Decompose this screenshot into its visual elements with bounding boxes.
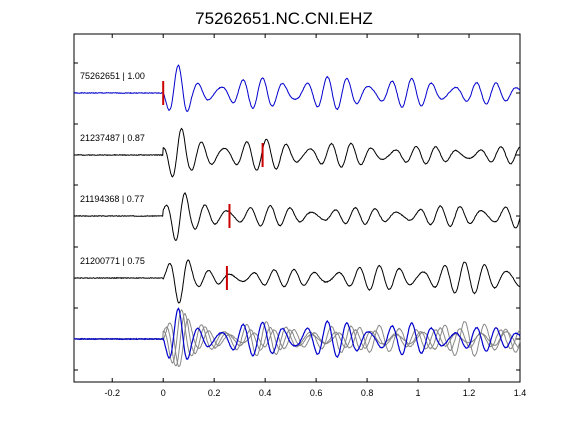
x-tick-label: 0.4: [259, 388, 272, 398]
overlay-template-trace: [73, 307, 521, 360]
axes-frame: [73, 33, 521, 383]
x-tick-label: -0.2: [104, 388, 120, 398]
x-tick-label: 0: [161, 388, 166, 398]
trace-label: 21194368 | 0.77: [80, 194, 144, 204]
x-tick-label: 1: [416, 388, 421, 398]
overlay-stack: [73, 307, 521, 367]
x-tick-label: 1.4: [514, 388, 527, 398]
trace-labels: 75262651 | 1.00 21237487 | 0.87 21194368 |…: [80, 71, 145, 266]
chart-title: 75262651.NC.CNI.EHZ: [195, 9, 373, 28]
trace-label: 75262651 | 1.00: [80, 71, 145, 81]
x-axis-ticks: -0.2 0 0.2 0.4 0.6 0.8 1 1.2 1.4: [104, 34, 526, 398]
trace-21194368: [73, 192, 521, 241]
trace-group: [73, 64, 521, 304]
trace-21200771: [73, 259, 521, 304]
x-tick-label: 1.2: [463, 388, 476, 398]
x-tick-label: 0.2: [208, 388, 221, 398]
trace-label: 21200771 | 0.75: [80, 256, 145, 266]
overlay-trace: [73, 312, 521, 367]
overlay-trace: [73, 309, 521, 364]
trace-label: 21237487 | 0.87: [80, 133, 145, 143]
x-tick-label: 0.6: [310, 388, 323, 398]
trace-75262651: [73, 64, 521, 112]
x-tick-label: 0.8: [361, 388, 374, 398]
pick-markers: [162, 81, 264, 290]
trace-21237487: [73, 127, 521, 178]
